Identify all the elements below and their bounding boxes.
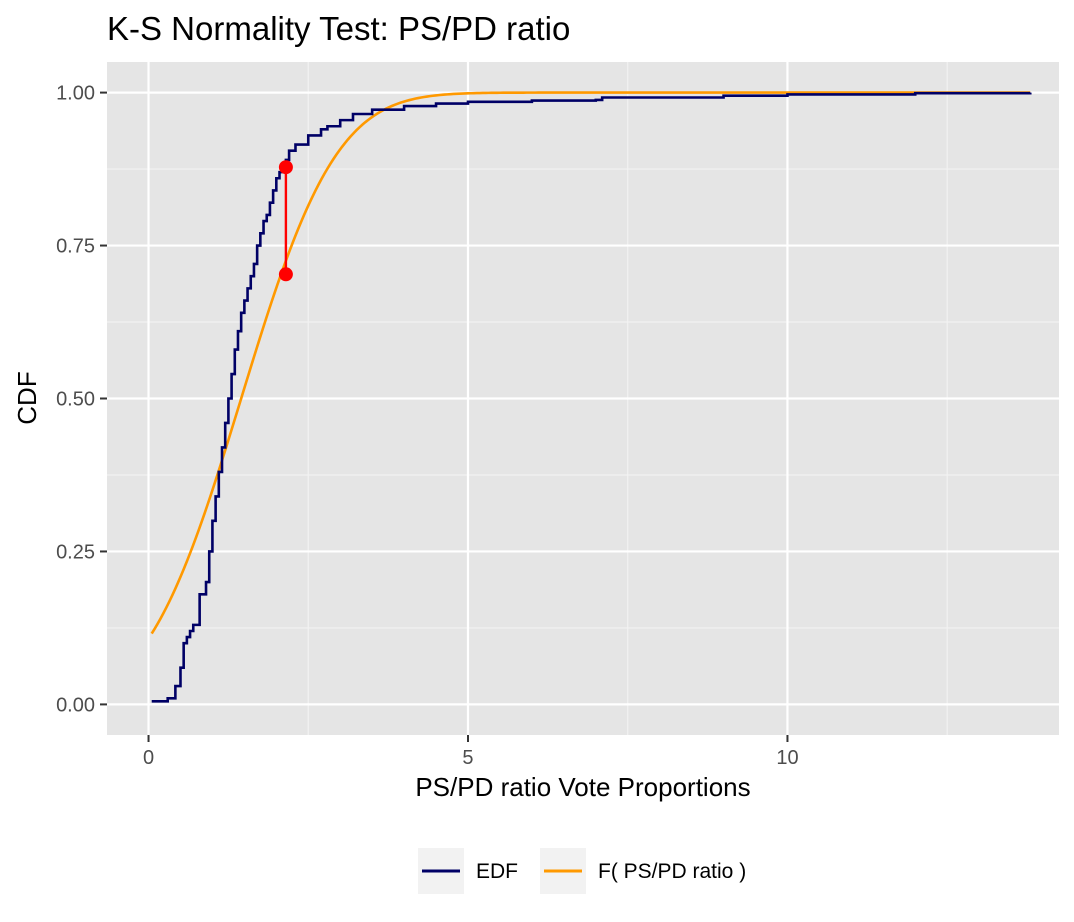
- legend-label: F( PS/PD ratio ): [598, 860, 746, 883]
- legend: EDF F( PS/PD ratio ): [418, 848, 746, 894]
- ks-point-edf: [278, 160, 293, 175]
- x-tick-label: 0: [143, 747, 154, 769]
- ks-point-cdf: [278, 267, 293, 282]
- chart-title: K-S Normality Test: PS/PD ratio: [107, 10, 570, 47]
- edf-line: [151, 91, 1032, 703]
- cdf-line: [150, 91, 1031, 635]
- legend-label: EDF: [476, 860, 518, 883]
- y-axis: 0.00 0.25 0.50 0.75 1.00: [56, 83, 107, 716]
- x-tick-label: 10: [776, 747, 798, 769]
- y-tick-label: 0.75: [56, 236, 95, 258]
- y-tick-label: 0.25: [56, 541, 95, 563]
- y-tick-label: 0.00: [56, 694, 95, 716]
- plot-panel: [107, 62, 1059, 735]
- y-tick-label: 1.00: [56, 83, 95, 105]
- x-tick-label: 5: [462, 747, 473, 769]
- y-axis-label: CDF: [12, 371, 42, 424]
- x-axis-label: PS/PD ratio Vote Proportions: [415, 772, 750, 802]
- y-tick-label: 0.50: [56, 389, 95, 411]
- x-axis: 0 5 10: [143, 735, 799, 769]
